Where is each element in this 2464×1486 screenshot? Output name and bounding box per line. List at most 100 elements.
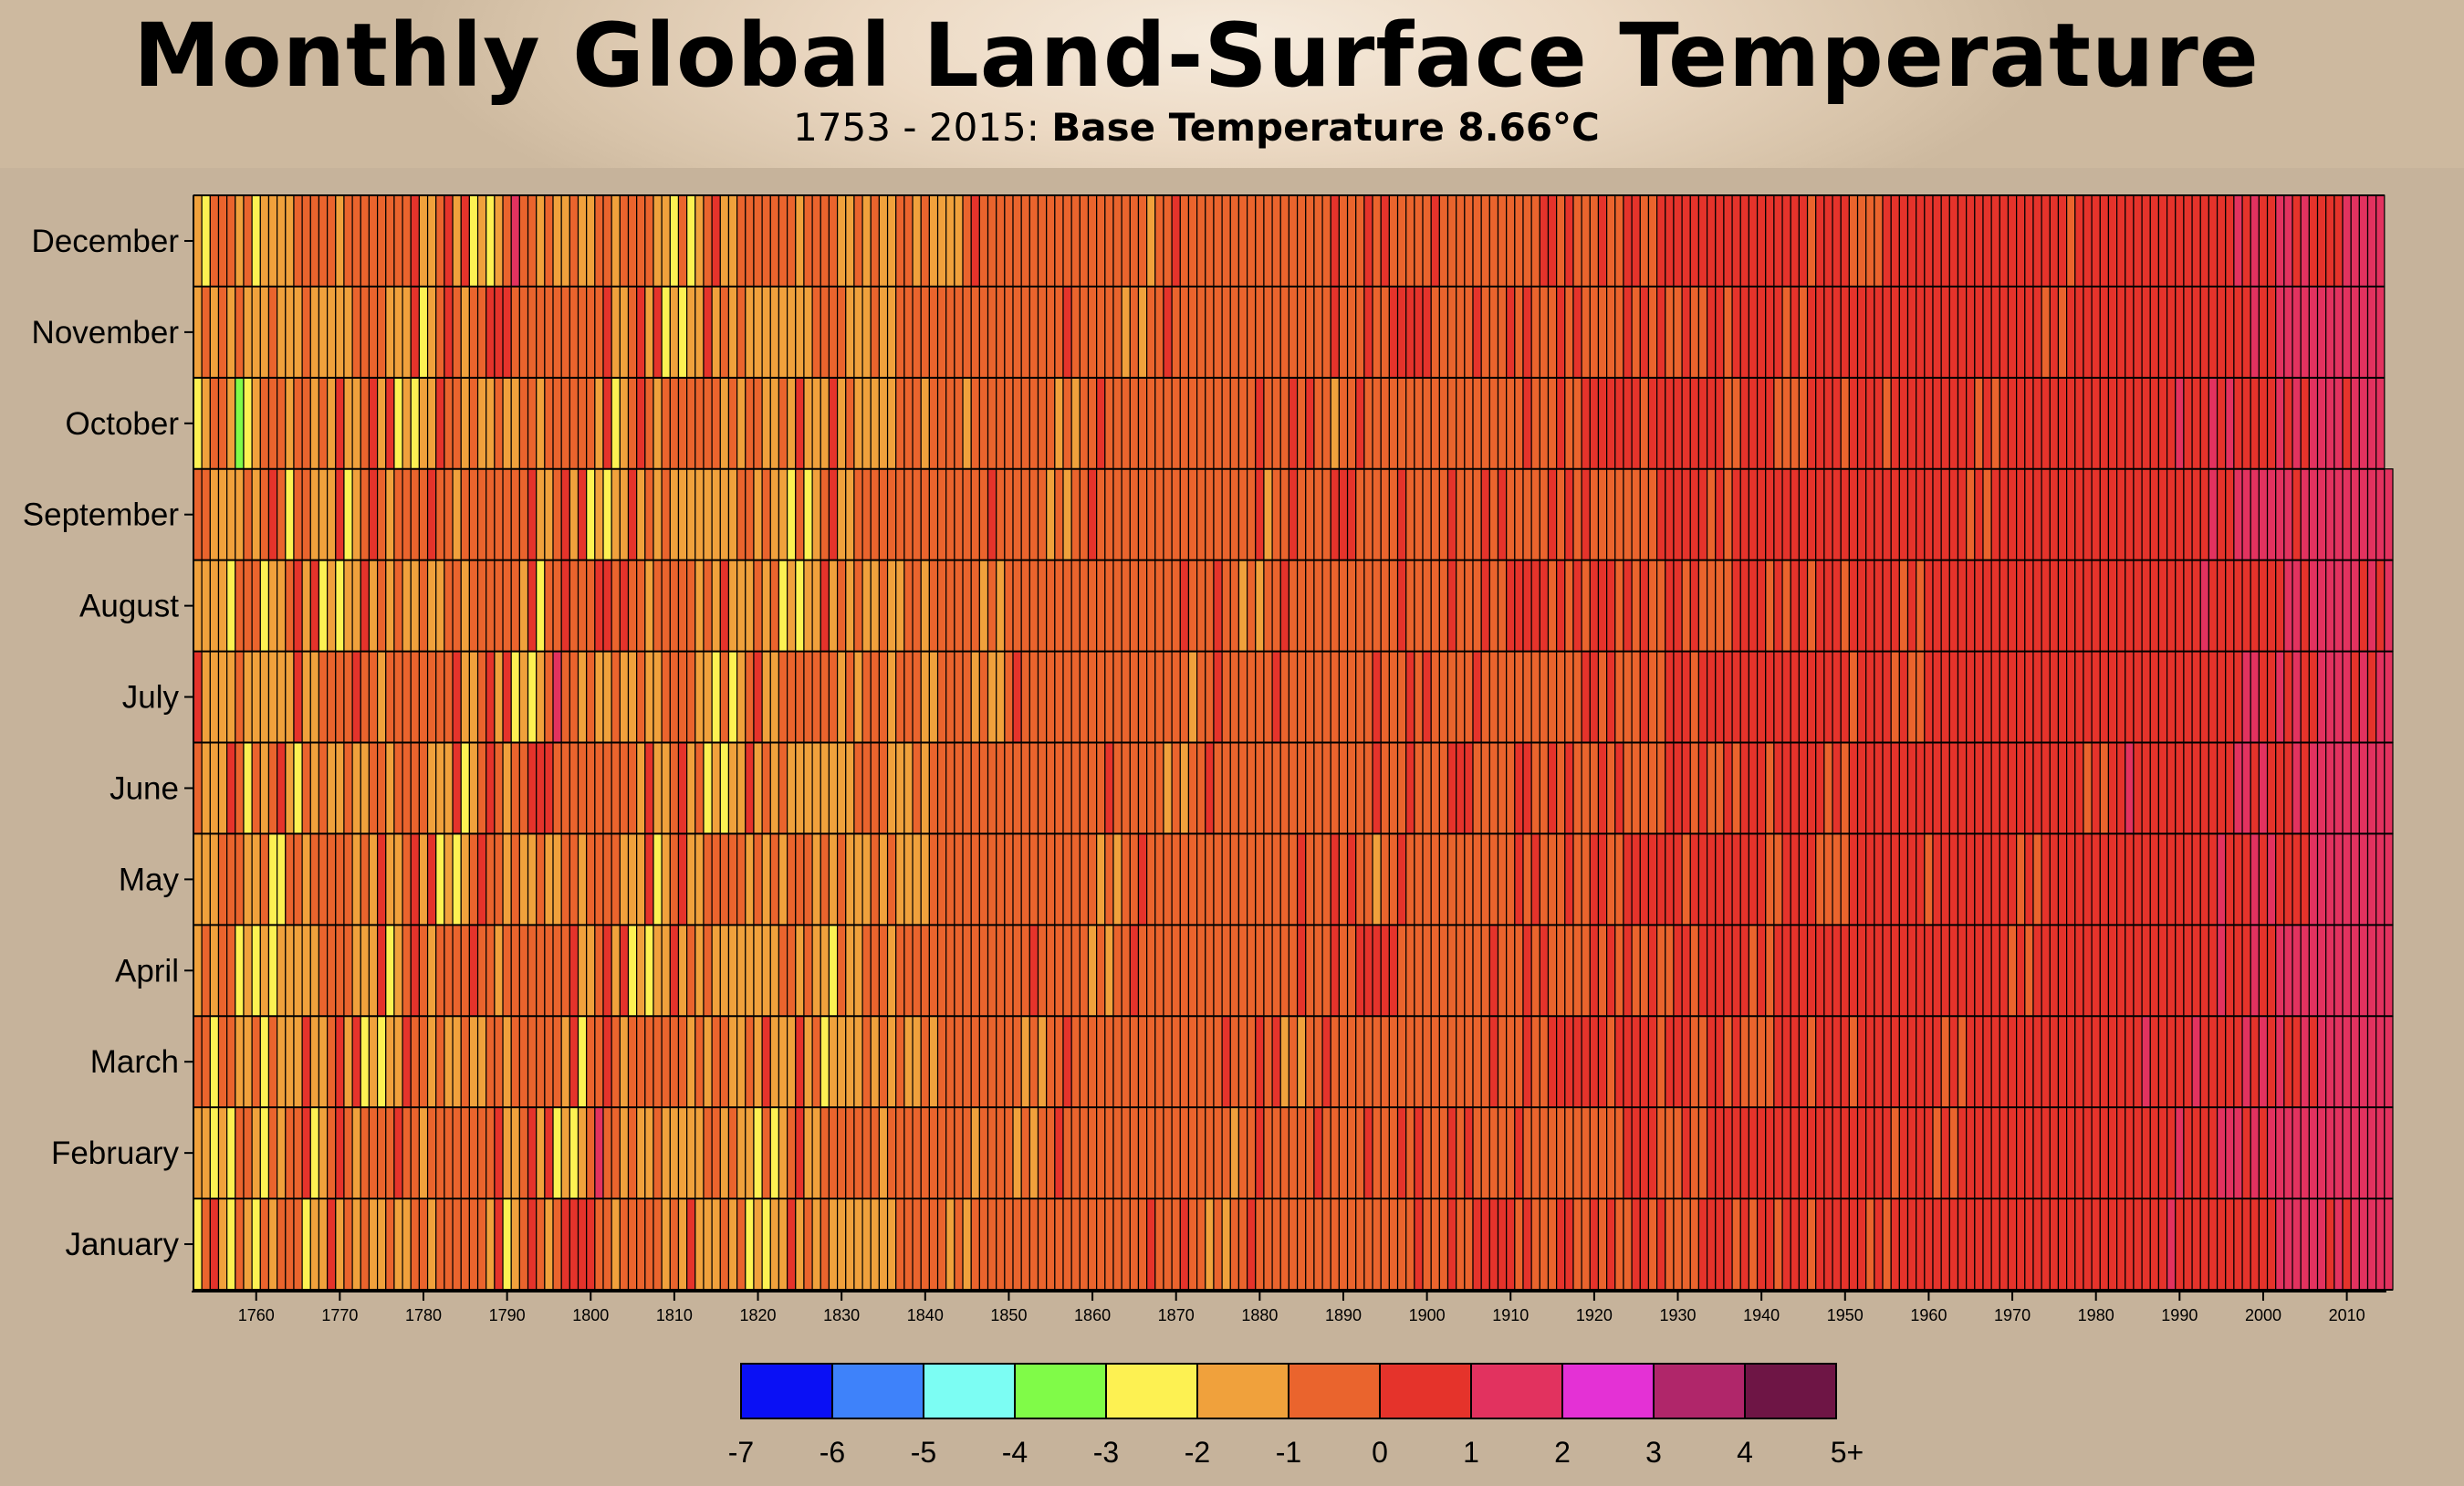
heatmap-cell[interactable] <box>251 1015 261 1108</box>
heatmap-cell[interactable] <box>2342 377 2352 470</box>
heatmap-cell[interactable] <box>853 560 863 653</box>
heatmap-cell[interactable] <box>285 194 295 288</box>
heatmap-cell[interactable] <box>962 1106 972 1199</box>
heatmap-cell[interactable] <box>1388 468 1399 561</box>
heatmap-cell[interactable] <box>1488 286 1499 379</box>
heatmap-cell[interactable] <box>510 194 520 288</box>
heatmap-cell[interactable] <box>769 832 780 926</box>
heatmap-cell[interactable] <box>277 560 287 653</box>
heatmap-cell[interactable] <box>1079 377 1090 470</box>
heatmap-cell[interactable] <box>2258 468 2269 561</box>
heatmap-cell[interactable] <box>1506 832 1516 926</box>
heatmap-cell[interactable] <box>1882 650 1892 744</box>
heatmap-cell[interactable] <box>1916 1106 1926 1199</box>
heatmap-cell[interactable] <box>1765 650 1775 744</box>
heatmap-cell[interactable] <box>335 832 345 926</box>
heatmap-cell[interactable] <box>1171 1015 1181 1108</box>
heatmap-cell[interactable] <box>1924 560 1934 653</box>
heatmap-cell[interactable] <box>1856 1106 1867 1199</box>
heatmap-cell[interactable] <box>1464 1198 1474 1291</box>
heatmap-cell[interactable] <box>1957 1106 1968 1199</box>
heatmap-cell[interactable] <box>1748 560 1759 653</box>
heatmap-cell[interactable] <box>1456 1106 1466 1199</box>
heatmap-cell[interactable] <box>1581 560 1591 653</box>
heatmap-cell[interactable] <box>1848 286 1859 379</box>
heatmap-cell[interactable] <box>636 1015 646 1108</box>
heatmap-cell[interactable] <box>820 194 830 288</box>
heatmap-cell[interactable] <box>1414 1198 1424 1291</box>
heatmap-cell[interactable] <box>1087 650 1098 744</box>
heatmap-cell[interactable] <box>1054 286 1064 379</box>
heatmap-cell[interactable] <box>1589 560 1600 653</box>
heatmap-cell[interactable] <box>1781 924 1791 1017</box>
heatmap-cell[interactable] <box>1556 468 1566 561</box>
heatmap-cell[interactable] <box>1154 560 1164 653</box>
heatmap-cell[interactable] <box>1012 1198 1022 1291</box>
heatmap-cell[interactable] <box>1890 377 1900 470</box>
heatmap-cell[interactable] <box>327 741 337 835</box>
heatmap-cell[interactable] <box>1539 832 1550 926</box>
heatmap-cell[interactable] <box>2041 560 2051 653</box>
heatmap-cell[interactable] <box>1506 468 1516 561</box>
heatmap-cell[interactable] <box>1673 1015 1683 1108</box>
heatmap-cell[interactable] <box>2099 1106 2110 1199</box>
heatmap-cell[interactable] <box>2149 1198 2160 1291</box>
heatmap-cell[interactable] <box>2199 560 2209 653</box>
heatmap-cell[interactable] <box>1882 741 1892 835</box>
heatmap-cell[interactable] <box>1681 377 1691 470</box>
heatmap-cell[interactable] <box>1765 924 1775 1017</box>
heatmap-cell[interactable] <box>987 1015 997 1108</box>
heatmap-cell[interactable] <box>1179 741 1190 835</box>
heatmap-cell[interactable] <box>393 560 403 653</box>
heatmap-cell[interactable] <box>1137 468 1148 561</box>
heatmap-cell[interactable] <box>978 560 989 653</box>
heatmap-cell[interactable] <box>1405 286 1415 379</box>
heatmap-cell[interactable] <box>945 1015 955 1108</box>
heatmap-cell[interactable] <box>1572 1106 1582 1199</box>
heatmap-cell[interactable] <box>560 468 570 561</box>
heatmap-cell[interactable] <box>669 741 680 835</box>
heatmap-cell[interactable] <box>1589 194 1600 288</box>
heatmap-cell[interactable] <box>1313 650 1323 744</box>
heatmap-cell[interactable] <box>828 650 839 744</box>
heatmap-cell[interactable] <box>703 1198 713 1291</box>
heatmap-cell[interactable] <box>719 1015 730 1108</box>
heatmap-cell[interactable] <box>1906 924 1917 1017</box>
heatmap-cell[interactable] <box>1171 468 1181 561</box>
heatmap-cell[interactable] <box>377 560 387 653</box>
heatmap-cell[interactable] <box>301 560 311 653</box>
heatmap-cell[interactable] <box>560 741 570 835</box>
heatmap-cell[interactable] <box>2308 924 2319 1017</box>
heatmap-cell[interactable] <box>1572 924 1582 1017</box>
heatmap-cell[interactable] <box>1706 832 1717 926</box>
heatmap-cell[interactable] <box>1514 194 1524 288</box>
heatmap-cell[interactable] <box>327 650 337 744</box>
heatmap-cell[interactable] <box>1924 1198 1934 1291</box>
heatmap-cell[interactable] <box>301 1198 311 1291</box>
heatmap-cell[interactable] <box>778 560 788 653</box>
heatmap-cell[interactable] <box>2308 650 2319 744</box>
heatmap-cell[interactable] <box>1832 650 1842 744</box>
heatmap-cell[interactable] <box>727 1015 738 1108</box>
heatmap-cell[interactable] <box>1723 468 1733 561</box>
heatmap-cell[interactable] <box>2233 468 2243 561</box>
heatmap-cell[interactable] <box>552 286 562 379</box>
heatmap-cell[interactable] <box>886 1106 897 1199</box>
heatmap-cell[interactable] <box>1187 1198 1198 1291</box>
heatmap-cell[interactable] <box>1673 741 1683 835</box>
heatmap-cell[interactable] <box>1823 1106 1833 1199</box>
heatmap-cell[interactable] <box>996 194 1006 288</box>
heatmap-cell[interactable] <box>518 1106 529 1199</box>
heatmap-cell[interactable] <box>594 832 604 926</box>
heatmap-cell[interactable] <box>2049 924 2060 1017</box>
heatmap-cell[interactable] <box>577 194 588 288</box>
heatmap-cell[interactable] <box>936 377 947 470</box>
heatmap-cell[interactable] <box>536 1015 546 1108</box>
heatmap-cell[interactable] <box>1756 1198 1767 1291</box>
heatmap-cell[interactable] <box>1982 286 1992 379</box>
heatmap-cell[interactable] <box>2275 832 2285 926</box>
heatmap-cell[interactable] <box>677 741 688 835</box>
heatmap-cell[interactable] <box>2083 924 2093 1017</box>
heatmap-cell[interactable] <box>2300 468 2310 561</box>
heatmap-cell[interactable] <box>2308 832 2319 926</box>
